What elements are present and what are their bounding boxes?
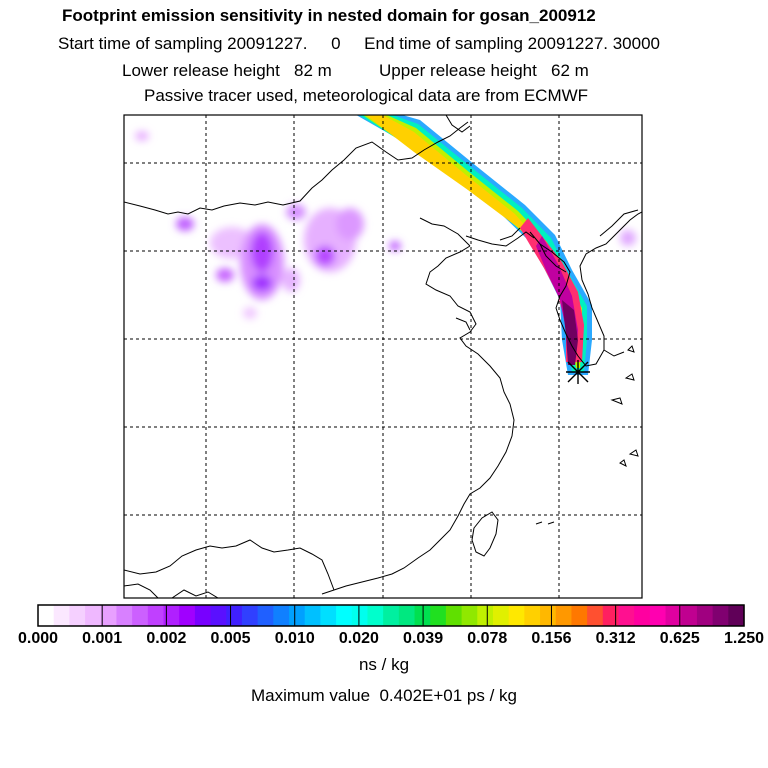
colorbar-cell: [289, 605, 306, 626]
colorbar-cell: [681, 605, 698, 626]
colorbar-tick-label: 0.312: [595, 630, 636, 647]
colorbar-cell: [351, 605, 369, 626]
colorbar-cell: [257, 605, 274, 626]
colorbar-cell: [587, 605, 604, 626]
colorbar-cell: [508, 605, 525, 626]
colorbar-tick-label: 0.002: [146, 630, 187, 647]
colorbar-cell: [116, 605, 133, 626]
colorbar-cell: [147, 605, 165, 626]
colorbar-cell: [226, 605, 243, 626]
colorbar-cell: [273, 605, 290, 626]
colorbar-cell: [571, 605, 588, 626]
colorbar-cell: [132, 605, 149, 626]
colorbar-cell: [179, 605, 196, 626]
colorbar-cell: [540, 605, 557, 626]
cross-icon: [566, 360, 590, 384]
colorbar-cell: [241, 605, 259, 626]
colorbar-cell: [492, 605, 510, 626]
colorbar-units: ns / kg: [358, 655, 410, 674]
colorbar-tick-label: 0.156: [531, 630, 572, 647]
coastlines-and-borders: [124, 115, 642, 598]
colorbar-cell: [430, 605, 447, 626]
colorbar-cell: [383, 605, 400, 626]
colorbar-cell: [555, 605, 573, 626]
colorbar-dividers: [101, 605, 681, 626]
colorbar-cell: [618, 605, 635, 626]
lat-lon-grid: [124, 115, 642, 598]
colorbar-tick-label: 0.625: [659, 630, 700, 647]
tracer-info-line: Passive tracer used, meteorological data…: [144, 86, 589, 105]
colorbar-cell: [728, 605, 745, 626]
colorbar-cell: [524, 605, 541, 626]
colorbar-cell: [634, 605, 651, 626]
colorbar-cell: [461, 605, 478, 626]
colorbar-cells: [38, 605, 745, 626]
colorbar-cell: [445, 605, 463, 626]
colorbar-tick-label: 0.001: [82, 630, 123, 647]
colorbar-cell: [53, 605, 70, 626]
weak-sensitivity-patches: [135, 131, 636, 319]
colorbar-cell: [696, 605, 714, 626]
colorbar-cell: [85, 605, 102, 626]
colorbar-tick-label: 0.020: [338, 630, 379, 647]
colorbar-tick-label: 0.078: [467, 630, 508, 647]
maximum-value-text: Maximum value 0.402E+01 ps / kg: [251, 686, 517, 705]
colorbar-cell: [665, 605, 682, 626]
colorbar-cell: [649, 605, 667, 626]
colorbar-cell: [100, 605, 118, 626]
colorbar-cell: [336, 605, 353, 626]
colorbar-cell: [38, 605, 55, 626]
colorbar-cell: [477, 605, 494, 626]
colorbar-tick-label: 0.000: [17, 630, 59, 647]
colorbar-tick-label: 0.005: [210, 630, 251, 647]
colorbar-cell: [602, 605, 620, 626]
colorbar-cell: [163, 605, 180, 626]
sampling-time-line: Start time of sampling 20091227. 0 End t…: [58, 34, 660, 53]
colorbar-tick-label: 0.010: [274, 630, 315, 647]
colorbar-tick-label: 0.039: [403, 630, 444, 647]
colorbar-cell: [712, 605, 729, 626]
colorbar-cell: [320, 605, 337, 626]
colorbar-cell: [398, 605, 416, 626]
colorbar-cell: [367, 605, 384, 626]
release-height-line: Lower release height 82 m Upper release …: [122, 61, 589, 80]
colorbar-cell: [194, 605, 212, 626]
colorbar-cell: [304, 605, 321, 626]
colorbar-frame: [37, 604, 745, 627]
colorbar-cell: [210, 605, 227, 626]
colorbar-tick-label: 1.250: [723, 630, 765, 647]
map-frame: [123, 114, 643, 599]
map-title: Footprint emission sensitivity in nested…: [62, 6, 596, 25]
colorbar-cell: [69, 605, 86, 626]
